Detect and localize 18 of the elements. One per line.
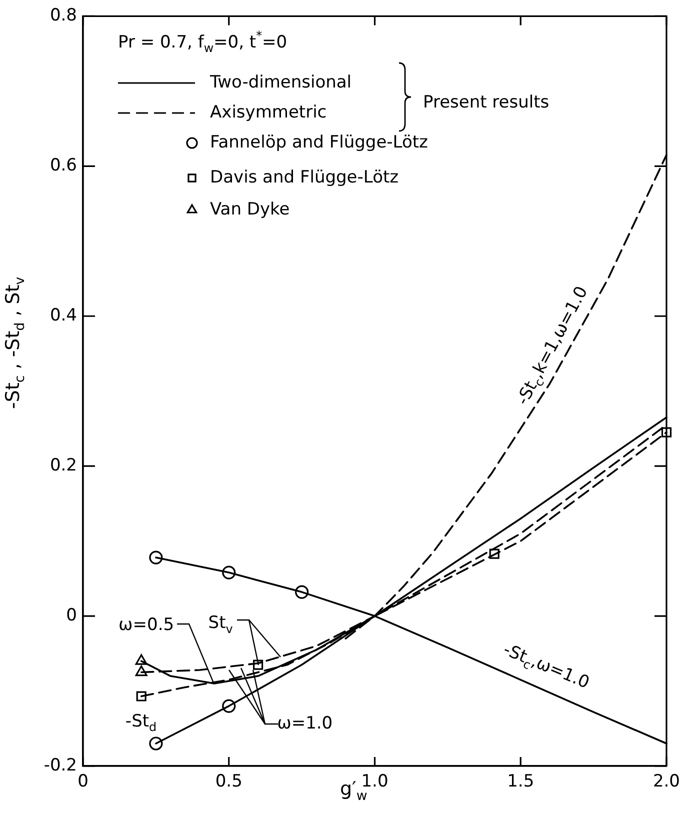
y-tick-label: -0.2 xyxy=(44,755,77,776)
annotation: ω=0.5 xyxy=(118,614,174,635)
y-tick-label: 0.6 xyxy=(50,156,77,176)
annotation: -Stc,ω=1.0 xyxy=(500,640,592,694)
legend-label: Van Dyke xyxy=(210,199,290,220)
y-tick-label: 0.2 xyxy=(50,456,77,476)
legend-label: Two-dimensional xyxy=(209,72,352,92)
annotation: Present results xyxy=(423,92,550,112)
x-tick-label: 0.5 xyxy=(215,772,242,792)
x-tick-label: 2.0 xyxy=(652,772,680,792)
x-tick-label: 1.5 xyxy=(507,772,534,792)
annotation: ω=1.0 xyxy=(277,713,333,734)
y-tick-label: 0.4 xyxy=(50,306,77,326)
legend-label: Davis and Flügge-Lötz xyxy=(210,167,399,188)
legend-label: Axisymmetric xyxy=(210,102,327,122)
y-tick-label: 0.8 xyxy=(50,6,77,26)
legend-label: Fannelöp and Flügge-Lötz xyxy=(210,132,428,152)
y-tick-label: 0 xyxy=(66,605,77,626)
